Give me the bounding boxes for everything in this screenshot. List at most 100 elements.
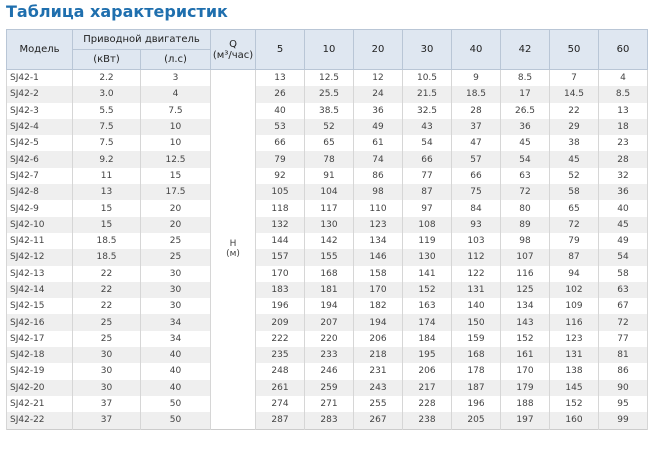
model-cell: SJ42-8 <box>6 184 73 201</box>
value-cell: 13 <box>72 184 141 201</box>
header-cell: Приводной двигатель <box>71 29 212 50</box>
header-cell: 60 <box>598 29 649 70</box>
table-row: SJ42-11 18.5 25 144 142 134 119 103 98 79 49 <box>6 232 649 250</box>
table-row: SJ42-10 15 20 132 130 123 108 93 89 72 45 <box>6 216 649 233</box>
value-cell: 182 <box>353 298 404 315</box>
value-cell: 9.2 <box>72 151 141 168</box>
value-cell: 93 <box>451 216 502 233</box>
value-cell: 152 <box>549 395 600 413</box>
value-cell: 12.5 <box>304 69 355 87</box>
value-cell: 231 <box>353 363 404 380</box>
model-cell: SJ42-13 <box>6 265 73 282</box>
value-cell: 30 <box>72 347 141 364</box>
value-cell: 77 <box>402 167 453 185</box>
value-cell: 197 <box>500 412 551 430</box>
table-row: SJ42-15 22 30 196 194 182 163 140 134 109 67 <box>6 298 649 315</box>
value-cell: 25 <box>72 314 141 331</box>
value-cell: 18.5 <box>72 232 141 250</box>
value-cell: 7.5 <box>72 118 141 136</box>
value-cell: 49 <box>598 232 649 250</box>
value-cell: 287 <box>255 412 306 430</box>
value-cell: 52 <box>304 118 355 136</box>
value-cell: 36 <box>598 184 649 201</box>
h-unit: (м) <box>226 249 240 260</box>
value-cell: 158 <box>353 265 404 282</box>
value-cell: 170 <box>500 363 551 380</box>
table-row: SJ42-1 2.2 3 H (м) 13 12.5 12 10.5 9 8.5 7 4 <box>6 69 649 430</box>
model-cell: SJ42-6 <box>6 151 73 168</box>
value-cell: 79 <box>255 151 306 168</box>
model-cell: SJ42-10 <box>6 216 73 233</box>
model-cell: SJ42-12 <box>6 249 73 266</box>
value-cell: 160 <box>549 412 600 430</box>
value-cell: 179 <box>500 379 551 396</box>
model-cell: SJ42-3 <box>6 102 73 119</box>
model-cell: SJ42-21 <box>6 395 73 413</box>
header-cell: 50 <box>549 29 600 70</box>
value-cell: 50 <box>139 412 212 430</box>
h-label: H <box>229 239 237 250</box>
value-cell: 7.5 <box>139 102 212 119</box>
value-cell: 79 <box>549 232 600 250</box>
value-cell: 30 <box>72 379 141 396</box>
value-cell: 26 <box>255 86 306 103</box>
value-cell: 108 <box>402 216 453 233</box>
model-cell: SJ42-18 <box>6 347 73 364</box>
table-row: SJ42-8 13 17.5 105 104 98 87 75 72 58 36 <box>6 184 649 201</box>
value-cell: 17 <box>500 86 551 103</box>
value-cell: 36 <box>353 102 404 119</box>
value-cell: 11 <box>72 167 141 185</box>
table-row: SJ42-4 7.5 10 53 52 49 43 37 36 29 18 <box>6 118 649 136</box>
value-cell: 163 <box>402 298 453 315</box>
value-cell: 80 <box>500 200 551 217</box>
value-cell: 58 <box>598 265 649 282</box>
model-cell: SJ42-22 <box>6 412 73 430</box>
value-cell: 170 <box>353 281 404 299</box>
value-cell: 117 <box>304 200 355 217</box>
header-cell: (л.с) <box>139 49 212 70</box>
value-cell: 40 <box>255 102 306 119</box>
table-row: SJ42-20 30 40 261 259 243 217 187 179 145 90 <box>6 379 649 396</box>
value-cell: 36 <box>500 118 551 136</box>
value-cell: 52 <box>549 167 600 185</box>
value-cell: 168 <box>304 265 355 282</box>
value-cell: 159 <box>451 330 502 348</box>
value-cell: 25 <box>139 249 212 266</box>
header-cell: 42 <box>500 29 551 70</box>
value-cell: 54 <box>402 135 453 152</box>
value-cell: 14.5 <box>549 86 600 103</box>
value-cell: 104 <box>304 184 355 201</box>
value-cell: 28 <box>451 102 502 119</box>
header-text: (м³/час) <box>212 49 254 61</box>
value-cell: 32 <box>598 167 649 185</box>
value-cell: 22 <box>549 102 600 119</box>
value-cell: 196 <box>451 395 502 413</box>
value-cell: 267 <box>353 412 404 430</box>
value-cell: 22 <box>72 298 141 315</box>
value-cell: 15 <box>72 200 141 217</box>
value-cell: 8.5 <box>500 69 551 87</box>
value-cell: 217 <box>402 379 453 396</box>
value-cell: 95 <box>598 395 649 413</box>
value-cell: 13 <box>255 69 306 87</box>
value-cell: 25 <box>72 330 141 348</box>
header-cell: 40 <box>451 29 502 70</box>
value-cell: 50 <box>139 395 212 413</box>
value-cell: 188 <box>500 395 551 413</box>
table-row: SJ42-3 5.5 7.5 40 38.5 36 32.5 28 26.5 22 13 <box>6 102 649 119</box>
header-row: (кВт) (л.с) <box>7 49 648 70</box>
value-cell: 84 <box>451 200 502 217</box>
value-cell: 20 <box>139 216 212 233</box>
value-cell: 18.5 <box>72 249 141 266</box>
value-cell: 3.0 <box>72 86 141 103</box>
value-cell: 248 <box>255 363 306 380</box>
value-cell: 103 <box>451 232 502 250</box>
model-cell: SJ42-19 <box>6 363 73 380</box>
value-cell: 220 <box>304 330 355 348</box>
value-cell: 174 <box>402 314 453 331</box>
value-cell: 30 <box>139 281 212 299</box>
value-cell: 116 <box>500 265 551 282</box>
header-text: Q <box>229 38 237 50</box>
value-cell: 38 <box>549 135 600 152</box>
